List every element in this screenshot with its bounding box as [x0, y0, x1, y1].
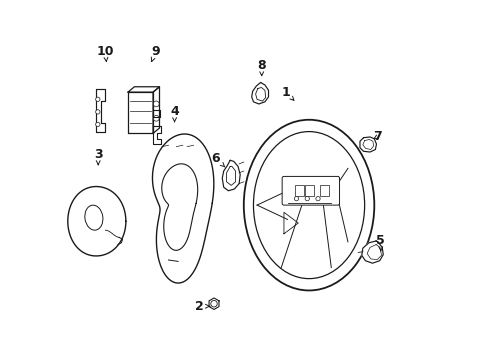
Text: 10: 10: [97, 45, 114, 62]
Text: 3: 3: [94, 148, 102, 165]
Polygon shape: [359, 137, 376, 152]
Polygon shape: [128, 92, 153, 134]
Polygon shape: [152, 134, 213, 283]
Polygon shape: [222, 160, 240, 191]
Circle shape: [315, 197, 320, 201]
Polygon shape: [68, 186, 125, 256]
Text: 5: 5: [376, 234, 385, 251]
Text: 1: 1: [281, 86, 293, 100]
Text: 4: 4: [170, 105, 179, 122]
Polygon shape: [153, 87, 159, 134]
Ellipse shape: [244, 120, 373, 291]
Bar: [294, 185, 303, 196]
Circle shape: [96, 97, 100, 102]
Text: 9: 9: [151, 45, 160, 62]
Circle shape: [96, 110, 100, 114]
Polygon shape: [361, 241, 383, 263]
Text: 6: 6: [211, 152, 224, 167]
Circle shape: [96, 122, 100, 127]
Circle shape: [294, 197, 298, 201]
Polygon shape: [96, 89, 104, 132]
Polygon shape: [128, 87, 159, 92]
Circle shape: [210, 301, 217, 307]
Ellipse shape: [253, 132, 364, 279]
Ellipse shape: [84, 205, 102, 230]
Text: 2: 2: [195, 300, 209, 313]
Circle shape: [153, 101, 159, 107]
Text: 8: 8: [257, 59, 265, 76]
Bar: [305, 185, 314, 196]
Circle shape: [305, 197, 309, 201]
FancyBboxPatch shape: [282, 176, 339, 205]
Polygon shape: [251, 82, 268, 104]
Bar: [319, 185, 328, 196]
Circle shape: [153, 116, 159, 121]
Text: 7: 7: [372, 130, 381, 144]
Polygon shape: [209, 298, 219, 310]
